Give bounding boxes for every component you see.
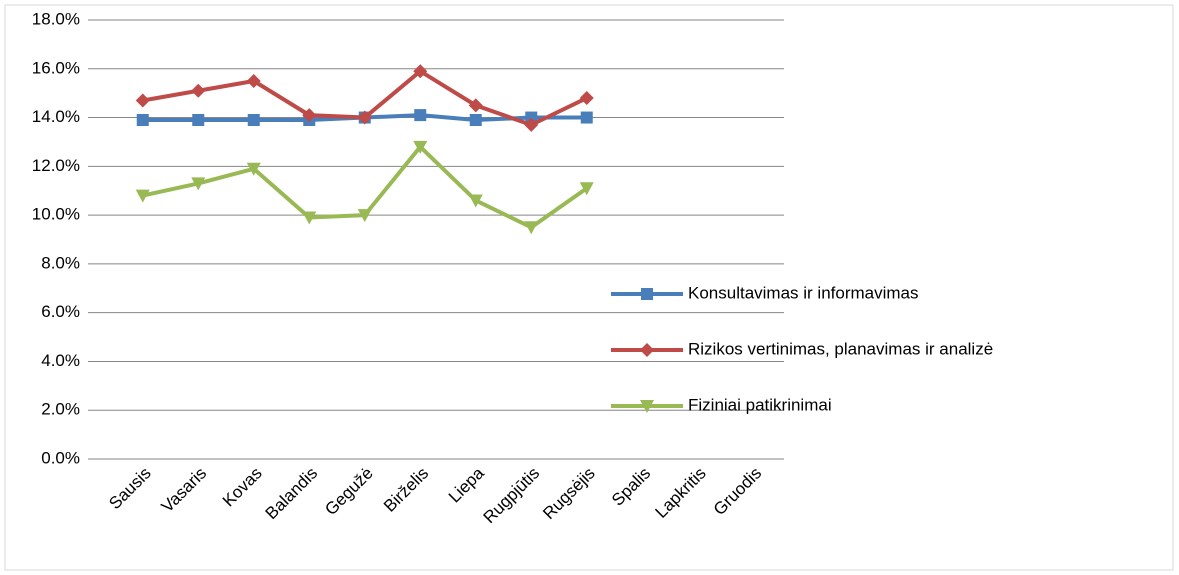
y-tick-label: 8.0%	[41, 253, 80, 272]
marker	[135, 189, 150, 203]
y-tick-label: 18.0%	[32, 9, 80, 28]
marker	[302, 108, 317, 123]
marker	[524, 221, 539, 235]
marker	[135, 93, 150, 108]
marker	[579, 182, 594, 196]
marker	[468, 98, 483, 113]
marker	[246, 73, 261, 88]
legend-label: Rizikos vertinimas, planavimas ir analiz…	[688, 339, 993, 358]
marker	[579, 91, 594, 106]
y-tick-label: 10.0%	[32, 205, 80, 224]
y-tick-label: 6.0%	[41, 302, 80, 321]
marker	[191, 83, 206, 98]
y-tick-label: 2.0%	[41, 400, 80, 419]
legend-label: Konsultavimas ir informavimas	[688, 283, 919, 302]
y-tick-label: 0.0%	[41, 448, 80, 467]
marker	[469, 113, 482, 126]
y-tick-label: 14.0%	[32, 107, 80, 126]
marker	[247, 113, 260, 126]
marker	[640, 400, 654, 413]
marker	[413, 64, 428, 79]
marker	[468, 194, 483, 208]
marker	[357, 209, 372, 223]
marker	[525, 111, 538, 124]
marker	[524, 117, 539, 132]
marker	[136, 113, 149, 126]
marker	[246, 162, 261, 176]
y-tick-label: 4.0%	[41, 351, 80, 370]
marker	[302, 211, 317, 225]
marker	[192, 113, 205, 126]
y-tick-label: 12.0%	[32, 156, 80, 175]
legend-label: Fiziniai patikrinimai	[688, 395, 832, 414]
marker	[640, 343, 654, 357]
marker	[641, 288, 653, 300]
marker	[580, 111, 593, 124]
marker	[191, 177, 206, 191]
marker	[414, 109, 427, 122]
y-tick-label: 16.0%	[32, 58, 80, 77]
marker	[357, 110, 372, 125]
marker	[413, 140, 428, 154]
